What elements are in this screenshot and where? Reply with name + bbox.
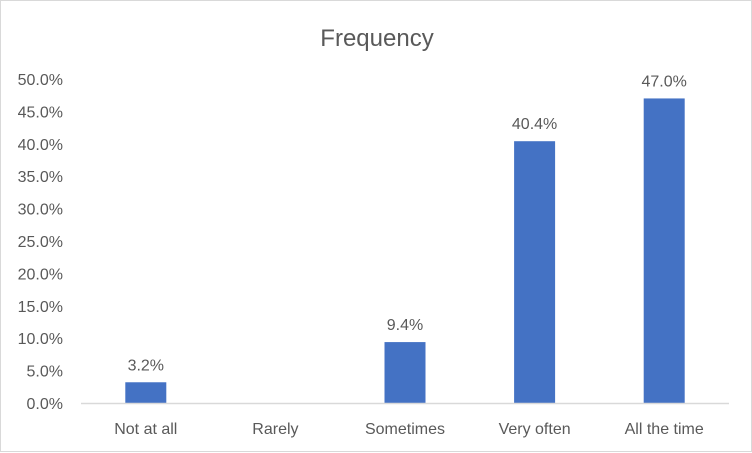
y-tick-label: 20.0% [18,266,63,283]
bar-sometimes [384,342,426,403]
y-tick-label: 10.0% [18,331,63,348]
data-labels: 3.2% 9.4% 40.4% 47.0% [128,73,687,374]
y-tick-label: 30.0% [18,202,63,219]
bars [125,98,685,403]
y-tick-label: 40.0% [18,137,63,154]
x-tick-label: Not at all [114,421,177,438]
x-tick-label: All the time [625,421,704,438]
y-tick-label: 5.0% [27,364,63,381]
x-tick-label: Sometimes [365,421,445,438]
data-label: 47.0% [642,73,687,90]
x-axis: Not at all Rarely Sometimes Very often All t… [114,421,704,438]
y-tick-label: 50.0% [18,72,63,89]
data-label: 3.2% [128,357,164,374]
y-tick-label: 25.0% [18,234,63,251]
y-tick-label: 15.0% [18,299,63,316]
data-label: 9.4% [387,317,423,334]
y-tick-label: 0.0% [27,396,63,413]
x-tick-label: Rarely [252,421,298,438]
y-tick-label: 45.0% [18,104,63,121]
x-tick-label: Very often [499,421,571,438]
data-label: 40.4% [512,116,557,133]
y-tick-label: 35.0% [18,169,63,186]
y-axis: 0.0% 5.0% 10.0% 15.0% 20.0% 25.0% 30.0% 35.0% 40… [18,72,63,413]
bar-all-the-time [643,98,685,403]
chart-title: Frequency [320,25,433,52]
bar-not-at-all [125,382,167,403]
bar-very-often [514,141,556,403]
